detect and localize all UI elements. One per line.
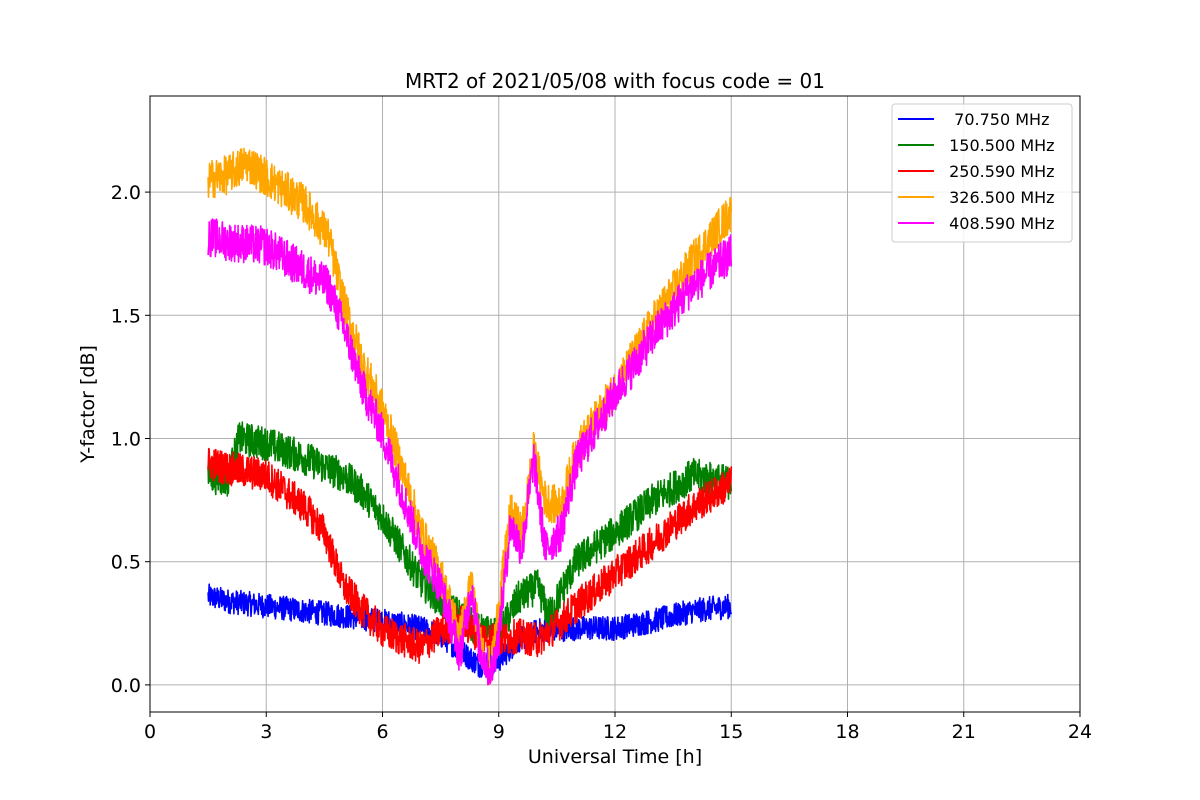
ticks: 0 3 6 9 12 15 18 21 24 0.0 0.5 1.0 1.5 2.0 [111,182,1092,743]
series-line [207,447,733,665]
series-layer [207,147,733,686]
legend-label: 150.500 MHz [944,136,1055,155]
x-axis-label: Universal Time [h] [528,746,702,768]
legend-label: 326.500 MHz [944,188,1055,207]
x-tick-label: 12 [603,721,627,743]
chart-title: MRT2 of 2021/05/08 with focus code = 01 [405,69,825,93]
legend: 70.750 MHz 150.500 MHz 250.590 MHz 326.5… [891,103,1073,243]
y-tick-label: 2.0 [111,182,141,204]
x-tick-label: 6 [376,721,388,743]
legend-frame [891,103,1073,243]
y-tick-label: 0.0 [111,675,141,697]
y-tick-label: 1.0 [111,428,141,450]
y-tick-label: 0.5 [111,552,141,574]
y-axis-label: Y-factor [dB] [77,345,99,464]
legend-label: 250.590 MHz [944,162,1055,181]
series-line [207,583,733,678]
legend-label: 70.750 MHz [944,110,1049,129]
series-line [207,218,733,686]
x-tick-label: 21 [952,721,976,743]
x-tick-label: 15 [719,721,743,743]
legend-label: 408.590 MHz [944,214,1055,233]
x-tick-label: 3 [260,721,272,743]
x-tick-label: 0 [144,721,156,743]
x-tick-label: 24 [1068,721,1092,743]
y-tick-label: 1.5 [111,305,141,327]
x-tick-label: 9 [493,721,505,743]
x-tick-label: 18 [835,721,859,743]
